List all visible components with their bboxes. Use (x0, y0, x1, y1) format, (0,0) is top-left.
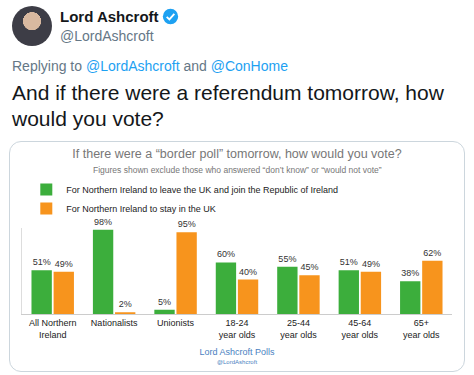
html-text:@LordAshcroft: @LordAshcroft (60, 28, 154, 44)
svg-text:49%: 49% (362, 259, 380, 269)
svg-text:55%: 55% (278, 254, 296, 264)
html-text:Lord Ashcroft: Lord Ashcroft (60, 8, 159, 25)
svg-text:For Northern Ireland to stay i: For Northern Ireland to stay in the UK (66, 204, 216, 214)
svg-text:If there were a “border poll”: If there were a “border poll” tomorrow, … (72, 147, 401, 161)
svg-text:18-24year olds: 18-24year olds (219, 318, 256, 340)
svg-text:45-64year olds: 45-64year olds (342, 318, 379, 340)
svg-text:45%: 45% (300, 262, 318, 272)
svg-text:25-44year olds: 25-44year olds (280, 318, 317, 340)
html-text:Lord Ashcroft Polls: Lord Ashcroft Polls (199, 347, 275, 357)
html-text:Replying to @LordAshcroft and: Replying to @LordAshcroft and @ConHome (12, 58, 288, 74)
svg-text:95%: 95% (178, 219, 196, 229)
svg-text:65+year olds: 65+year olds (403, 318, 440, 340)
svg-text:Unionists: Unionists (157, 318, 195, 328)
svg-text:All NorthernIreland: All NorthernIreland (29, 318, 77, 340)
svg-text:51%: 51% (340, 257, 358, 267)
svg-text:38%: 38% (401, 268, 419, 278)
html-text:@LordAshcroft: @LordAshcroft (216, 359, 257, 365)
svg-text:60%: 60% (217, 249, 235, 259)
svg-text:98%: 98% (94, 217, 112, 227)
html-text:And if there were a referendum: And if there were a referendum tomorrow,… (12, 81, 444, 130)
svg-text:62%: 62% (423, 248, 441, 258)
svg-text:49%: 49% (55, 259, 73, 269)
svg-text:5%: 5% (158, 297, 171, 307)
svg-text:Figures shown exclude those wh: Figures shown exclude those who answered… (93, 165, 382, 175)
svg-text:2%: 2% (119, 299, 132, 309)
svg-text:51%: 51% (33, 257, 51, 267)
svg-text:40%: 40% (239, 267, 257, 277)
svg-text:Nationalists: Nationalists (91, 318, 138, 328)
svg-text:For Northern Ireland to leave: For Northern Ireland to leave the UK and… (66, 185, 338, 195)
